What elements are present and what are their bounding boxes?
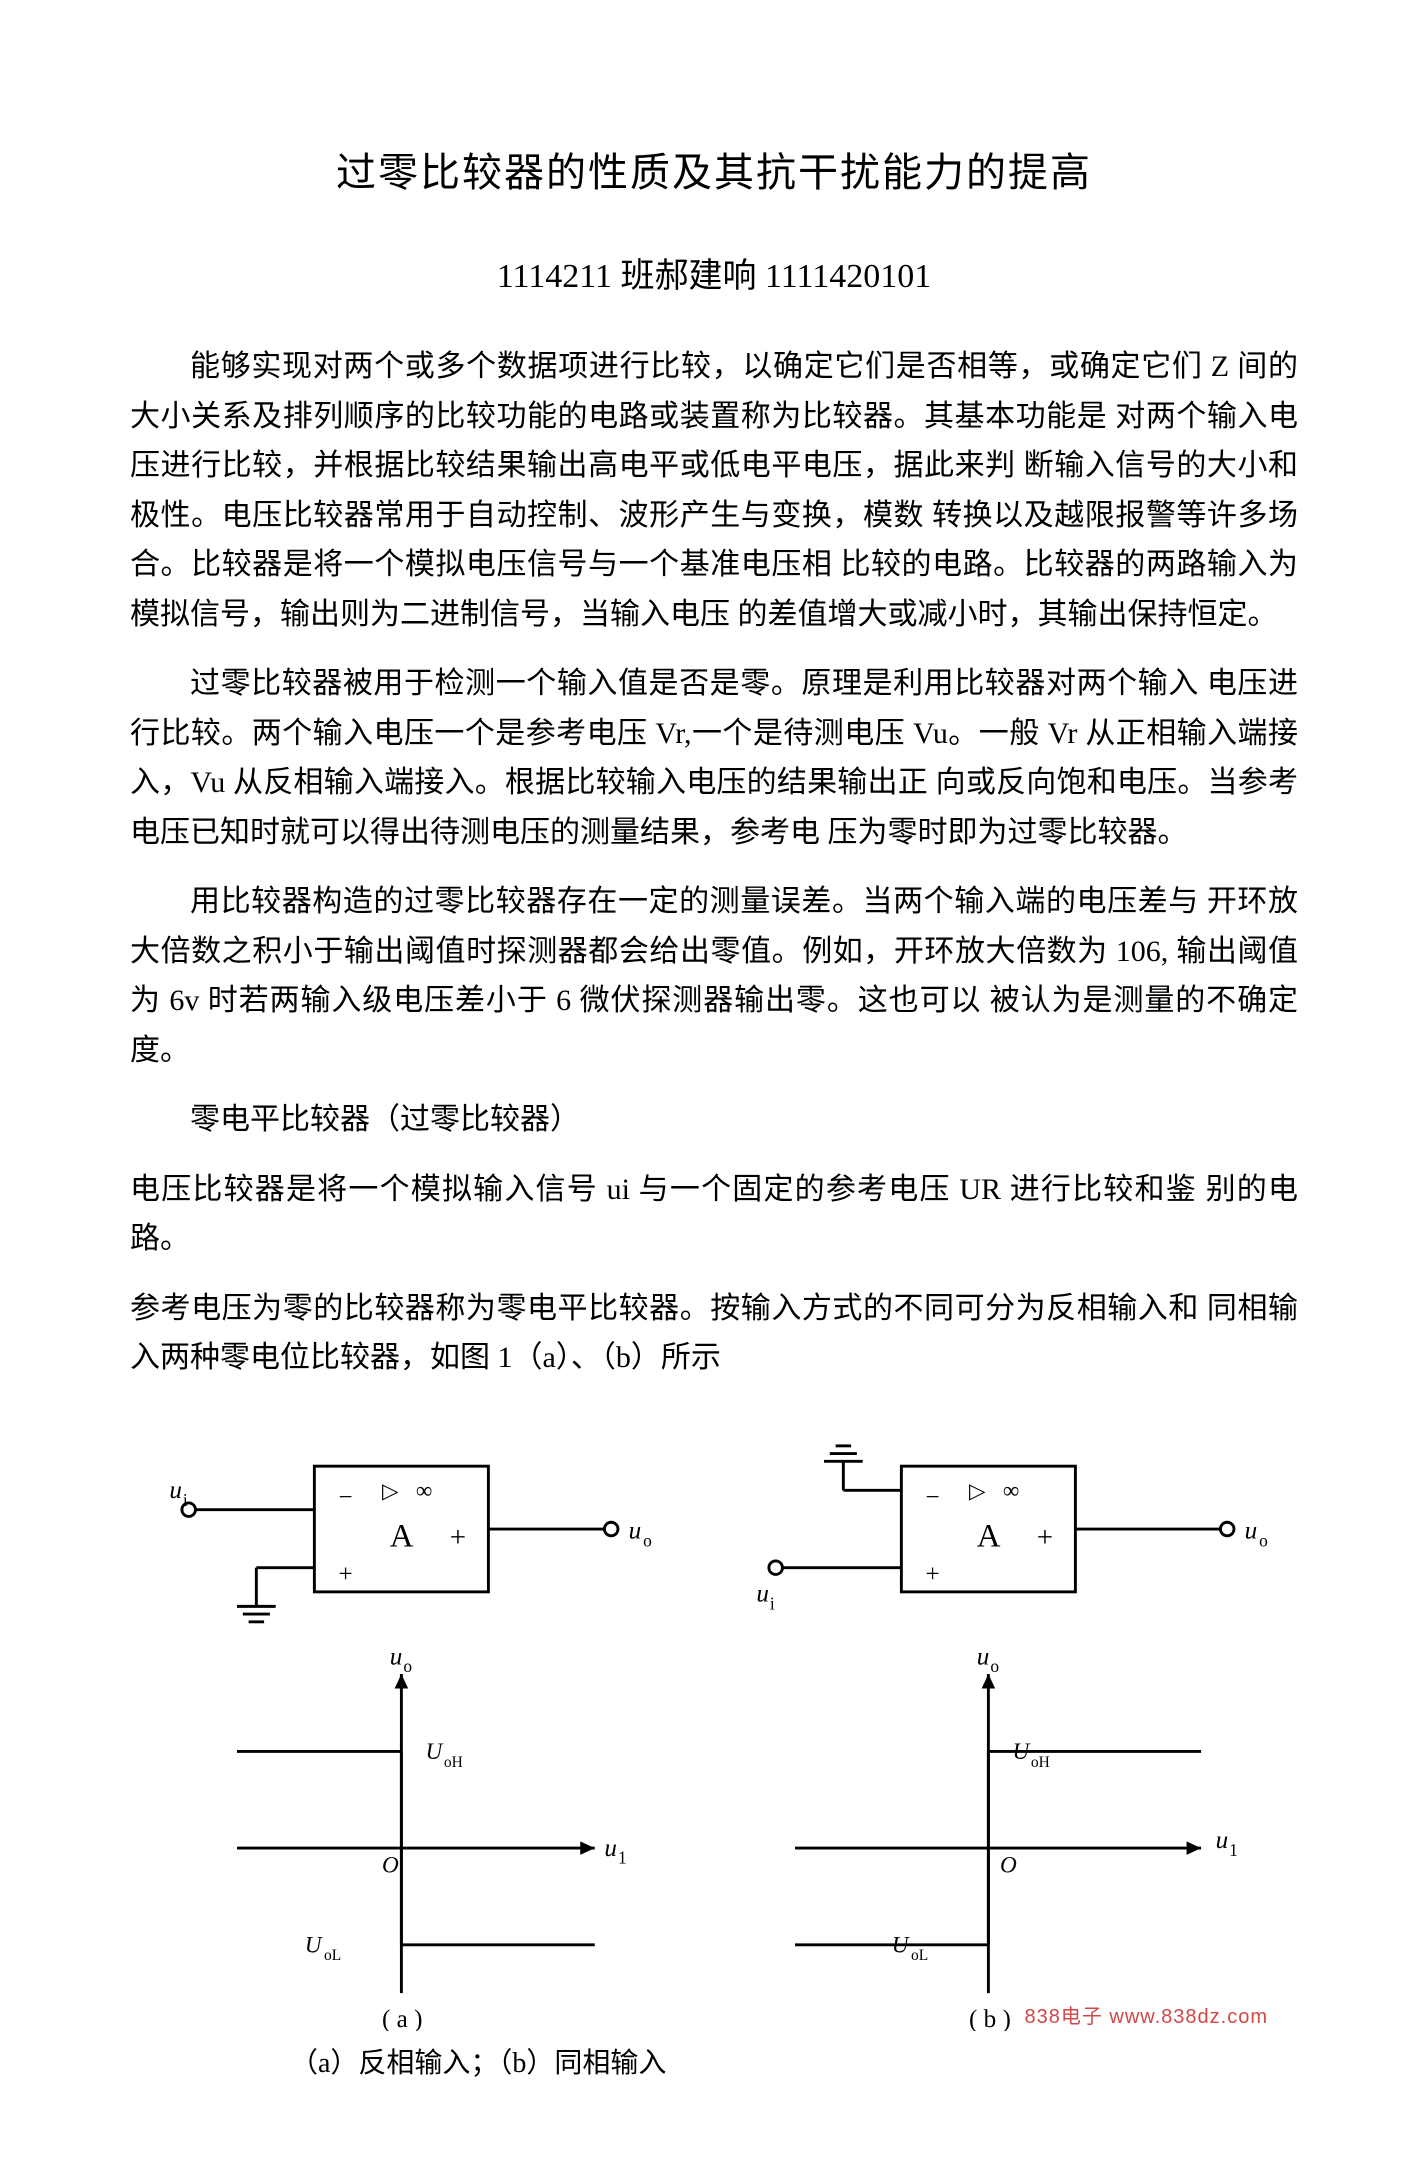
svg-text:u: u bbox=[629, 1517, 642, 1544]
svg-text:+: + bbox=[925, 1561, 939, 1588]
paragraph-5: 电压比较器是将一个模拟输入信号 ui 与一个固定的参考电压 UR 进行比较和鉴 … bbox=[130, 1165, 1298, 1264]
svg-text:▷: ▷ bbox=[969, 1479, 986, 1503]
page-subtitle: 1114211 班郝建响 1111420101 bbox=[130, 248, 1298, 297]
svg-text:−: − bbox=[925, 1483, 939, 1510]
svg-text:u: u bbox=[976, 1643, 989, 1670]
svg-text:∞: ∞ bbox=[416, 1478, 433, 1504]
svg-text:u: u bbox=[169, 1477, 182, 1504]
svg-text:U: U bbox=[426, 1739, 444, 1765]
svg-text:A: A bbox=[390, 1518, 414, 1554]
svg-text:U: U bbox=[1012, 1739, 1030, 1765]
svg-text:u: u bbox=[1244, 1517, 1257, 1544]
paragraph-2: 过零比较器被用于检测一个输入值是否是零。原理是利用比较器对两个输入 电压进行比较… bbox=[130, 659, 1298, 857]
watermark-text: 838电子 www.838dz.com bbox=[1024, 2000, 1268, 2029]
page-title: 过零比较器的性质及其抗干扰能力的提高 bbox=[130, 140, 1298, 198]
svg-text:+: + bbox=[1036, 1521, 1052, 1553]
paragraph-3: 用比较器构造的过零比较器存在一定的测量误差。当两个输入端的电压差与 开环放大倍数… bbox=[130, 877, 1298, 1075]
svg-text:u: u bbox=[756, 1580, 769, 1607]
svg-text:( a ): ( a ) bbox=[382, 2005, 422, 2031]
svg-text:oL: oL bbox=[911, 1947, 928, 1964]
svg-text:o: o bbox=[403, 1656, 412, 1676]
svg-text:o: o bbox=[990, 1656, 999, 1676]
svg-text:A: A bbox=[976, 1518, 1000, 1554]
figure-a: u i − + A + ▷ ∞ u o bbox=[150, 1413, 691, 2032]
svg-text:+: + bbox=[339, 1561, 353, 1588]
figure-caption: （a）反相输入；（b）同相输入 bbox=[290, 2041, 1298, 2081]
svg-text:( b ): ( b ) bbox=[969, 2005, 1011, 2031]
svg-text:−: − bbox=[339, 1483, 353, 1510]
svg-text:O: O bbox=[1000, 1852, 1017, 1878]
svg-text:∞: ∞ bbox=[1002, 1478, 1019, 1504]
paragraph-4: 零电平比较器（过零比较器） bbox=[130, 1095, 1298, 1145]
svg-text:▷: ▷ bbox=[382, 1479, 399, 1503]
svg-text:o: o bbox=[1259, 1530, 1268, 1550]
svg-text:u: u bbox=[604, 1834, 617, 1861]
svg-text:U: U bbox=[891, 1932, 909, 1958]
svg-text:i: i bbox=[769, 1593, 774, 1613]
svg-text:O: O bbox=[382, 1852, 399, 1878]
figure-row: u i − + A + ▷ ∞ u o bbox=[130, 1413, 1298, 2032]
svg-text:i: i bbox=[183, 1489, 188, 1509]
svg-text:1: 1 bbox=[618, 1847, 627, 1867]
svg-text:+: + bbox=[450, 1521, 466, 1553]
paragraph-6: 参考电压为零的比较器称为零电平比较器。按输入方式的不同可分为反相输入和 同相输入… bbox=[130, 1284, 1298, 1383]
figure-b: − + A + ▷ ∞ u i u o bbox=[737, 1413, 1278, 2032]
paragraph-1: 能够实现对两个或多个数据项进行比较，以确定它们是否相等，或确定它们 Z 间的大小… bbox=[130, 342, 1298, 639]
svg-text:u: u bbox=[1215, 1827, 1228, 1854]
svg-text:oL: oL bbox=[324, 1947, 341, 1964]
svg-text:o: o bbox=[643, 1530, 652, 1550]
svg-text:u: u bbox=[390, 1643, 403, 1670]
svg-text:oH: oH bbox=[1030, 1753, 1049, 1770]
svg-text:1: 1 bbox=[1229, 1839, 1238, 1859]
svg-text:U: U bbox=[305, 1932, 323, 1958]
svg-text:oH: oH bbox=[444, 1753, 463, 1770]
